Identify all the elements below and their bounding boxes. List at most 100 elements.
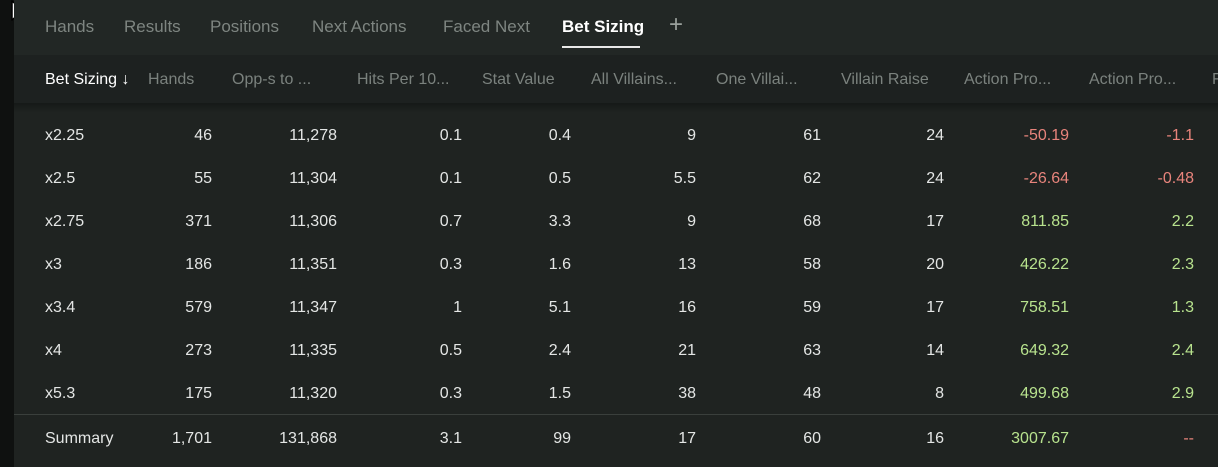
column-header-stat-value[interactable]: Stat Value [482, 71, 555, 88]
summary-row: Summary 1,701 131,868 3.1 99 17 60 16 3007.67 -- [14, 416, 1218, 459]
bet-sizing-cell: x4 [45, 342, 62, 359]
hands-cell: 273 [185, 342, 212, 359]
tab-next-actions[interactable]: Next Actions [312, 17, 407, 36]
opps-cell: 11,304 [289, 170, 337, 187]
all-villains-cell: 17 [678, 430, 696, 447]
table-row[interactable]: x3 186 11,351 0.3 1.6 13 58 20 426.22 2.3 [14, 242, 1218, 285]
all-villains-cell: 5.5 [673, 170, 696, 187]
tab-bet-sizing[interactable]: Bet Sizing [562, 17, 645, 36]
column-header-bet-sizing[interactable]: Bet Sizing ↓ [45, 71, 130, 88]
column-header-villain-raise[interactable]: Villain Raise [841, 71, 929, 88]
column-header-opps[interactable]: Opp-s to ... [232, 71, 312, 88]
table-row[interactable]: x3.4 579 11,347 1 5.1 16 59 17 758.51 1.3 [14, 285, 1218, 328]
action-pro-2-cell: 2.9 [1171, 385, 1194, 402]
opps-cell: 11,278 [289, 127, 337, 144]
plus-icon[interactable]: + [669, 11, 684, 38]
table-header: Bet Sizing ↓ Hands Opp-s to ... Hits Per… [14, 55, 1218, 105]
all-villains-cell: 38 [678, 385, 696, 402]
action-pro-1-cell: -26.64 [1023, 170, 1069, 187]
hands-cell: 55 [194, 170, 212, 187]
table-row[interactable]: x4 273 11,335 0.5 2.4 21 63 14 649.32 2.4 [14, 328, 1218, 371]
table-row[interactable]: x2.25 46 11,278 0.1 0.4 9 61 24 -50.19 -1.1 [14, 113, 1218, 156]
villain-raise-cell: 24 [926, 127, 944, 144]
tab-positions[interactable]: Positions [210, 17, 279, 36]
stat-value-cell: 0.5 [548, 170, 571, 187]
action-pro-2-cell: -- [1183, 430, 1194, 447]
one-villain-cell: 68 [803, 213, 821, 230]
one-villain-cell: 62 [803, 170, 821, 187]
bet-sizing-cell: x2.75 [45, 213, 85, 230]
header-shadow [14, 103, 1218, 113]
villain-raise-cell: 20 [926, 256, 944, 273]
hands-cell: 46 [194, 127, 212, 144]
action-pro-1-cell: 649.32 [1020, 342, 1069, 359]
all-villains-cell: 21 [678, 342, 696, 359]
column-header-truncated[interactable]: F [1212, 71, 1218, 88]
opps-cell: 11,335 [289, 342, 337, 359]
hands-cell: 186 [185, 256, 212, 273]
bet-sizing-cell: x5.3 [45, 385, 76, 402]
table-row[interactable]: x5.3 175 11,320 0.3 1.5 38 48 8 499.68 2.9 [14, 371, 1218, 414]
column-header-all-villains[interactable]: All Villains... [591, 71, 677, 88]
stat-value-cell: 5.1 [548, 299, 571, 316]
column-header-action-pro-1[interactable]: Action Pro... [964, 71, 1052, 88]
villain-raise-cell: 24 [926, 170, 944, 187]
column-header-hits-per[interactable]: Hits Per 10... [357, 71, 450, 88]
tab-results[interactable]: Results [124, 17, 181, 36]
column-header-action-pro-2[interactable]: Action Pro... [1089, 71, 1177, 88]
opps-cell: 11,347 [289, 299, 337, 316]
one-villain-cell: 59 [803, 299, 821, 316]
hits-per-cell: 0.7 [439, 213, 462, 230]
stat-value-cell: 0.4 [548, 127, 571, 144]
summary-divider [14, 414, 1218, 415]
bet-sizing-cell: x3 [45, 256, 62, 273]
bet-sizing-cell: Summary [45, 430, 114, 447]
one-villain-cell: 60 [803, 430, 821, 447]
all-villains-cell: 13 [678, 256, 696, 273]
villain-raise-cell: 8 [935, 385, 944, 402]
action-pro-1-cell: -50.19 [1023, 127, 1069, 144]
table-row[interactable]: x2.5 55 11,304 0.1 0.5 5.5 62 24 -26.64 -0.48 [14, 156, 1218, 199]
hits-per-cell: 0.5 [439, 342, 462, 359]
villain-raise-cell: 16 [926, 430, 944, 447]
bet-sizing-cell: x3.4 [45, 299, 76, 316]
tab-faced-next[interactable]: Faced Next [443, 17, 530, 36]
villain-raise-cell: 14 [926, 342, 944, 359]
column-header-one-villain[interactable]: One Villai... [716, 71, 798, 88]
action-pro-1-cell: 811.85 [1021, 213, 1069, 230]
hands-cell: 1,701 [171, 430, 212, 447]
all-villains-cell: 9 [687, 213, 696, 230]
stat-value-cell: 1.6 [548, 256, 571, 273]
hits-per-cell: 0.1 [439, 127, 462, 144]
all-villains-cell: 16 [678, 299, 696, 316]
one-villain-cell: 61 [803, 127, 821, 144]
active-tab-indicator [562, 46, 640, 48]
column-header-hands[interactable]: Hands [148, 71, 195, 88]
action-pro-2-cell: 2.3 [1171, 256, 1194, 273]
hands-cell: 371 [185, 213, 212, 230]
table-body: x2.25 46 11,278 0.1 0.4 9 61 24 -50.19 -1.1 x2.5 55… [14, 113, 1218, 414]
action-pro-2-cell: 1.3 [1171, 299, 1194, 316]
stat-value-cell: 2.4 [548, 342, 571, 359]
villain-raise-cell: 17 [926, 213, 944, 230]
stats-panel: Hands Results Positions Next Actions Fac… [14, 0, 1218, 467]
hits-per-cell: 3.1 [439, 430, 462, 447]
hits-per-cell: 0.3 [439, 385, 462, 402]
summary-row-content[interactable]: Summary 1,701 131,868 3.1 99 17 60 16 3007.67 -- [14, 416, 1218, 459]
hits-per-cell: 0.3 [439, 256, 462, 273]
tab-hands[interactable]: Hands [45, 17, 95, 36]
action-pro-1-cell: 3007.67 [1011, 430, 1069, 447]
hits-per-cell: 0.1 [439, 170, 462, 187]
opps-cell: 11,306 [289, 213, 337, 230]
action-pro-2-cell: 2.2 [1171, 213, 1194, 230]
hits-per-cell: 1 [453, 299, 462, 316]
table-row[interactable]: x2.75 371 11,306 0.7 3.3 9 68 17 811.85 2.2 [14, 199, 1218, 242]
action-pro-2-cell: -1.1 [1166, 127, 1194, 144]
action-pro-1-cell: 426.22 [1020, 256, 1069, 273]
stat-value-cell: 99 [553, 430, 571, 447]
all-villains-cell: 9 [687, 127, 696, 144]
opps-cell: 11,351 [289, 256, 337, 273]
opps-cell: 131,868 [279, 430, 337, 447]
action-pro-1-cell: 758.51 [1020, 299, 1069, 316]
bet-sizing-cell: x2.5 [45, 170, 76, 187]
